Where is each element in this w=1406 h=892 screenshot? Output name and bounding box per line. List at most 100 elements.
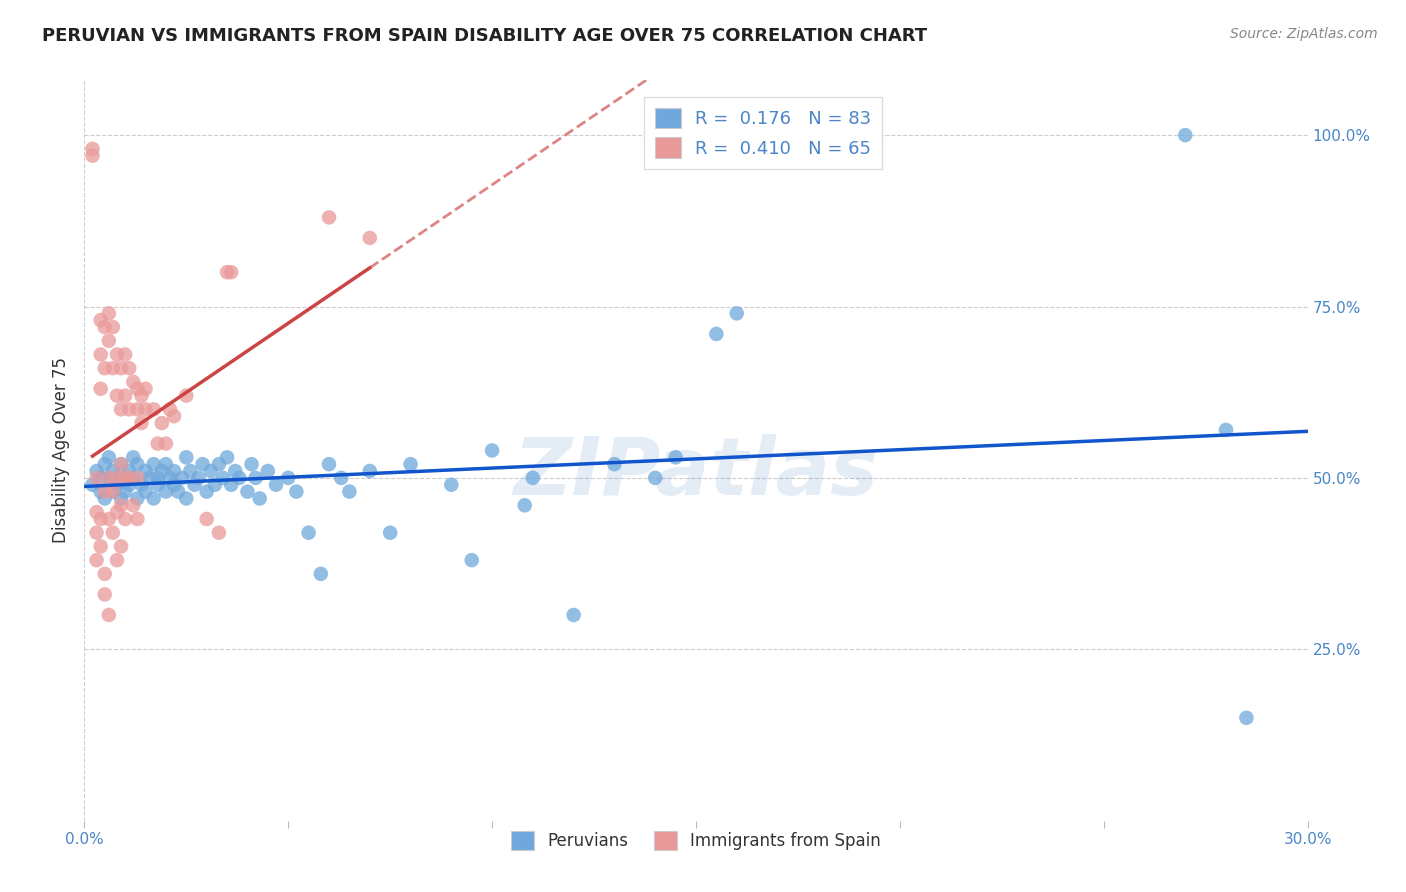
Point — [82, 149, 104, 163]
Point — [114, 484, 136, 499]
Point — [725, 306, 748, 320]
Point — [135, 402, 157, 417]
Point — [135, 484, 157, 499]
Point — [172, 471, 194, 485]
Point — [562, 607, 585, 622]
Point — [522, 471, 544, 485]
Point — [118, 477, 141, 491]
Point — [110, 361, 132, 376]
Point — [359, 231, 381, 245]
Point — [706, 326, 728, 341]
Point — [298, 525, 321, 540]
Point — [97, 306, 120, 320]
Point — [86, 525, 108, 540]
Legend: Peruvians, Immigrants from Spain: Peruvians, Immigrants from Spain — [505, 824, 887, 856]
Point — [240, 457, 263, 471]
Point — [179, 464, 201, 478]
Point — [481, 443, 503, 458]
Point — [93, 484, 115, 499]
Point — [163, 464, 186, 478]
Text: PERUVIAN VS IMMIGRANTS FROM SPAIN DISABILITY AGE OVER 75 CORRELATION CHART: PERUVIAN VS IMMIGRANTS FROM SPAIN DISABI… — [42, 27, 928, 45]
Point — [249, 491, 271, 506]
Point — [122, 375, 145, 389]
Point — [127, 402, 149, 417]
Point — [208, 457, 231, 471]
Point — [183, 477, 205, 491]
Point — [101, 320, 124, 334]
Point — [195, 484, 218, 499]
Text: Source: ZipAtlas.com: Source: ZipAtlas.com — [1230, 27, 1378, 41]
Point — [174, 450, 197, 465]
Point — [163, 409, 186, 424]
Point — [122, 471, 145, 485]
Text: ZIPatlas: ZIPatlas — [513, 434, 879, 512]
Point — [146, 471, 169, 485]
Point — [174, 491, 197, 506]
Point — [86, 553, 108, 567]
Point — [101, 484, 124, 499]
Point — [150, 416, 173, 430]
Point — [217, 450, 239, 465]
Point — [191, 457, 214, 471]
Point — [93, 361, 115, 376]
Point — [159, 471, 181, 485]
Point — [101, 525, 124, 540]
Point — [127, 512, 149, 526]
Point — [159, 402, 181, 417]
Point — [118, 464, 141, 478]
Point — [105, 477, 128, 491]
Point — [155, 484, 177, 499]
Point — [114, 512, 136, 526]
Point — [195, 512, 218, 526]
Point — [318, 211, 340, 225]
Point — [257, 464, 280, 478]
Point — [264, 477, 287, 491]
Point — [285, 484, 308, 499]
Point — [122, 498, 145, 512]
Point — [359, 464, 381, 478]
Point — [155, 436, 177, 450]
Point — [105, 553, 128, 567]
Point — [163, 477, 186, 491]
Point — [219, 265, 242, 279]
Point — [110, 402, 132, 417]
Point — [110, 457, 132, 471]
Point — [118, 361, 141, 376]
Point — [110, 491, 132, 506]
Point — [228, 471, 250, 485]
Point — [93, 587, 115, 601]
Point — [603, 457, 626, 471]
Point — [135, 464, 157, 478]
Point — [90, 540, 112, 554]
Point — [90, 313, 112, 327]
Point — [82, 477, 104, 491]
Point — [93, 457, 115, 471]
Point — [155, 457, 177, 471]
Point — [200, 464, 222, 478]
Point — [105, 471, 128, 485]
Point — [167, 484, 190, 499]
Point — [86, 505, 108, 519]
Point — [105, 347, 128, 361]
Point — [114, 389, 136, 403]
Point — [245, 471, 267, 485]
Point — [110, 540, 132, 554]
Point — [93, 320, 115, 334]
Point — [236, 484, 259, 499]
Point — [318, 457, 340, 471]
Point — [208, 525, 231, 540]
Point — [131, 389, 153, 403]
Point — [118, 402, 141, 417]
Point — [135, 382, 157, 396]
Point — [142, 457, 165, 471]
Point — [110, 498, 132, 512]
Point — [150, 464, 173, 478]
Point — [114, 471, 136, 485]
Point — [142, 402, 165, 417]
Point — [665, 450, 688, 465]
Point — [97, 607, 120, 622]
Point — [82, 142, 104, 156]
Point — [131, 416, 153, 430]
Point — [90, 382, 112, 396]
Point — [513, 498, 536, 512]
